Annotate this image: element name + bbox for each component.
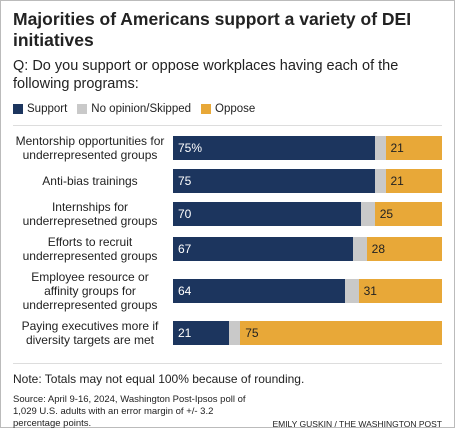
- data-label: 28: [371, 242, 386, 256]
- data-label: 21: [390, 174, 404, 188]
- bar-row: Efforts to recruit underrepresented grou…: [13, 235, 442, 263]
- legend-item: Support: [13, 103, 67, 115]
- chart-title: Majorities of Americans support a variet…: [13, 9, 412, 50]
- bar-segment: 21: [173, 321, 230, 345]
- legend-swatch: [13, 104, 23, 114]
- bar-segment: [229, 321, 241, 345]
- data-label: 75: [245, 326, 259, 340]
- data-label: 25: [379, 207, 394, 221]
- bar-row: Anti-bias trainings 75 21: [13, 169, 442, 193]
- note: Note: Totals may not equal 100% because …: [13, 363, 442, 386]
- legend-label: Support: [27, 103, 68, 115]
- chart-subtitle: Q: Do you support or oppose workplaces h…: [13, 58, 399, 92]
- bar-segment: 64: [173, 279, 346, 303]
- bar-segment: 21: [385, 136, 442, 160]
- bar-segment: [374, 136, 386, 160]
- bar-segment: 25: [374, 202, 442, 226]
- data-label: 67: [178, 242, 192, 256]
- legend-label: No opinion/Skipped: [91, 103, 192, 115]
- source: Source: April 9-16, 2024, Washington Pos…: [13, 394, 246, 429]
- legend-item: No opinion/Skipped: [77, 103, 191, 115]
- category-label: Employee resource or affinity groups for…: [22, 270, 158, 312]
- data-label: 75%: [178, 141, 203, 155]
- footer: Source: April 9-16, 2024, Washington Pos…: [13, 394, 442, 430]
- bar-track: 75 21: [173, 169, 442, 193]
- bar-segment: 31: [358, 279, 442, 303]
- category-label: Mentorship opportunities for underrepres…: [15, 134, 165, 162]
- bar-track: 75% 21: [173, 136, 442, 160]
- bar-segment: 28: [366, 237, 442, 261]
- bar-segment: [353, 237, 367, 261]
- data-label: 21: [390, 141, 404, 155]
- legend-item: Oppose: [201, 103, 255, 115]
- data-label: 64: [178, 284, 192, 298]
- data-label: 75: [178, 174, 192, 188]
- legend: Support No opinion/Skipped Oppose: [13, 103, 442, 115]
- category-label: Efforts to recruit underrepresented grou…: [22, 235, 158, 263]
- bar-segment: [361, 202, 375, 226]
- legend-label: Oppose: [215, 103, 256, 115]
- data-label: 21: [178, 326, 192, 340]
- bar-row: Mentorship opportunities for underrepres…: [13, 134, 442, 162]
- bar-segment: 75%: [173, 136, 375, 160]
- bar-segment: 75: [240, 321, 442, 345]
- bar-segment: 75: [173, 169, 375, 193]
- bar-track: 70 25: [173, 202, 442, 226]
- bar-track: 64 31: [173, 279, 442, 303]
- bar-segment: 70: [173, 202, 362, 226]
- bar-track: 67 28: [173, 237, 442, 261]
- bar-segment: 67: [173, 237, 354, 261]
- data-label: 70: [178, 207, 192, 221]
- bar-row: Employee resource or affinity groups for…: [13, 270, 442, 312]
- legend-swatch: [77, 104, 88, 114]
- data-label: 31: [363, 284, 377, 298]
- bar-row: Paying executives more if diversity targ…: [13, 319, 442, 347]
- plot-area: Mentorship opportunities for underrepres…: [13, 125, 442, 347]
- category-label: Internships for underrepresetned groups: [22, 200, 158, 228]
- credit: EMILY GUSKIN / THE WASHINGTON POST: [272, 419, 442, 429]
- category-label: Anti-bias trainings: [42, 174, 138, 188]
- bar-segment: [345, 279, 359, 303]
- bar-track: 21 75: [173, 321, 442, 345]
- bar-row: Internships for underrepresetned groups 7…: [13, 200, 442, 228]
- category-label: Paying executives more if diversity targ…: [21, 319, 159, 347]
- legend-swatch: [201, 104, 212, 114]
- bar-segment: [374, 169, 386, 193]
- bar-segment: 21: [385, 169, 442, 193]
